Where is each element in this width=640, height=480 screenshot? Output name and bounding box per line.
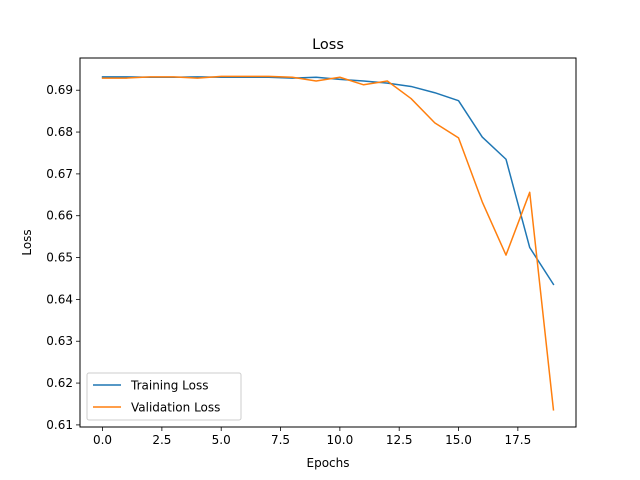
y-tick-label: 0.63	[46, 334, 73, 348]
x-tick-label: 0.0	[93, 433, 112, 447]
y-axis-ticks: 0.61 0.62 0.63 0.64 0.65 0.66 0.67 0.68 0.69	[46, 83, 80, 432]
x-tick-label: 17.5	[504, 433, 531, 447]
x-axis-label: Epochs	[307, 456, 350, 470]
y-tick-label: 0.68	[46, 125, 73, 139]
x-tick-label: 15.0	[445, 433, 472, 447]
x-axis-ticks: 0.0 2.5 5.0 7.5 10.0 12.5 15.0 17.5	[93, 427, 531, 447]
y-tick-label: 0.69	[46, 83, 73, 97]
x-tick-label: 10.0	[327, 433, 354, 447]
plot-area-frame	[79, 57, 577, 428]
x-tick-label: 2.5	[152, 433, 171, 447]
y-tick-label: 0.65	[46, 251, 73, 265]
series-line-validation-loss	[101, 75, 555, 411]
legend: Training Loss Validation Loss	[86, 372, 242, 421]
chart-title: Loss	[312, 37, 344, 53]
x-tick-label: 5.0	[212, 433, 231, 447]
legend-label-validation-loss: Validation Loss	[131, 401, 220, 415]
y-tick-label: 0.61	[46, 418, 73, 432]
y-tick-label: 0.67	[46, 167, 73, 181]
y-axis-label: Loss	[20, 229, 34, 255]
x-tick-label: 7.5	[271, 433, 290, 447]
plot-marks	[101, 75, 555, 411]
y-tick-label: 0.64	[46, 292, 73, 306]
legend-label-training-loss: Training Loss	[130, 379, 208, 393]
y-tick-label: 0.66	[46, 209, 73, 223]
y-tick-label: 0.62	[46, 376, 73, 390]
legend-box	[86, 372, 242, 421]
x-tick-label: 12.5	[386, 433, 413, 447]
